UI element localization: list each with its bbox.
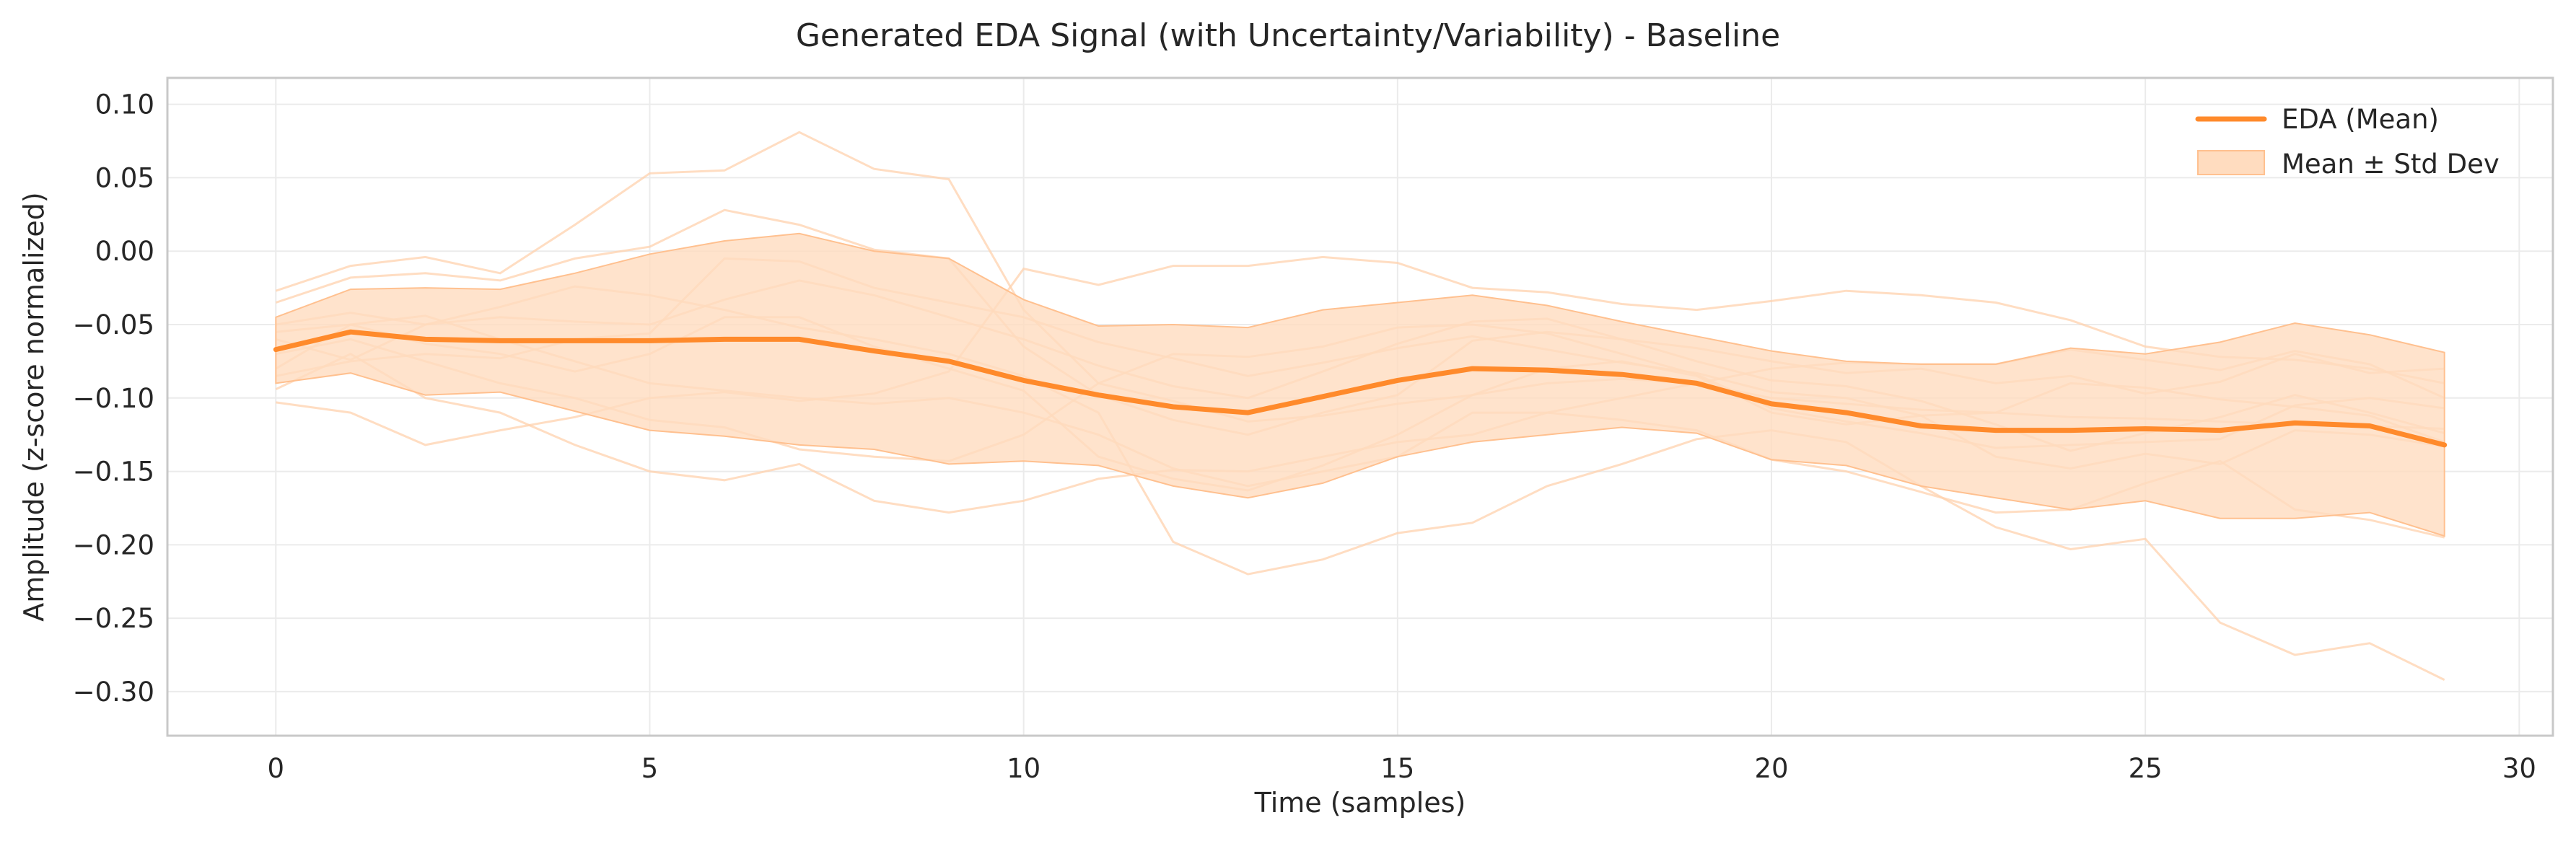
x-tick-label: 10 <box>1007 753 1041 784</box>
y-axis-ticks: 0.10 0.05 0.00 −0.05 −0.10 −0.15 −0.20 −0.25 −0.… <box>73 89 154 708</box>
mean-line <box>273 329 2448 448</box>
x-tick-label: 5 <box>641 753 659 784</box>
y-tick-label: −0.20 <box>73 529 154 560</box>
y-tick-label: −0.15 <box>73 457 154 488</box>
x-tick-label: 30 <box>2502 753 2536 784</box>
std-band-area <box>275 232 2445 537</box>
x-axis-label: Time (samples) <box>1254 787 1466 819</box>
y-tick-label: −0.30 <box>73 677 154 708</box>
plot-frame <box>166 76 2554 737</box>
legend-band-swatch <box>2197 150 2265 175</box>
y-tick-label: 0.05 <box>95 162 154 193</box>
x-tick-label: 15 <box>1380 753 1414 784</box>
chart-title: Generated EDA Signal (with Uncertainty/V… <box>796 17 1780 54</box>
y-tick-label: 0.10 <box>95 89 154 120</box>
y-tick-label: 0.00 <box>95 236 154 267</box>
legend-band-label: Mean ± Std Dev <box>2282 149 2500 180</box>
x-axis-ticks: 0 5 10 15 20 25 30 <box>267 753 2536 784</box>
legend-mean-label: EDA (Mean) <box>2282 104 2439 135</box>
x-tick-label: 0 <box>267 753 284 784</box>
std-band <box>275 232 2445 537</box>
y-tick-label: −0.05 <box>73 309 154 340</box>
x-tick-label: 20 <box>1754 753 1788 784</box>
mean-line-group <box>273 329 2448 448</box>
y-axis-label: Amplitude (z-score normalized) <box>18 192 50 621</box>
legend: EDA (Mean) Mean ± Std Dev <box>2195 104 2500 180</box>
x-tick-label: 25 <box>2129 753 2163 784</box>
y-tick-label: −0.10 <box>73 383 154 414</box>
y-tick-label: −0.25 <box>73 603 154 634</box>
